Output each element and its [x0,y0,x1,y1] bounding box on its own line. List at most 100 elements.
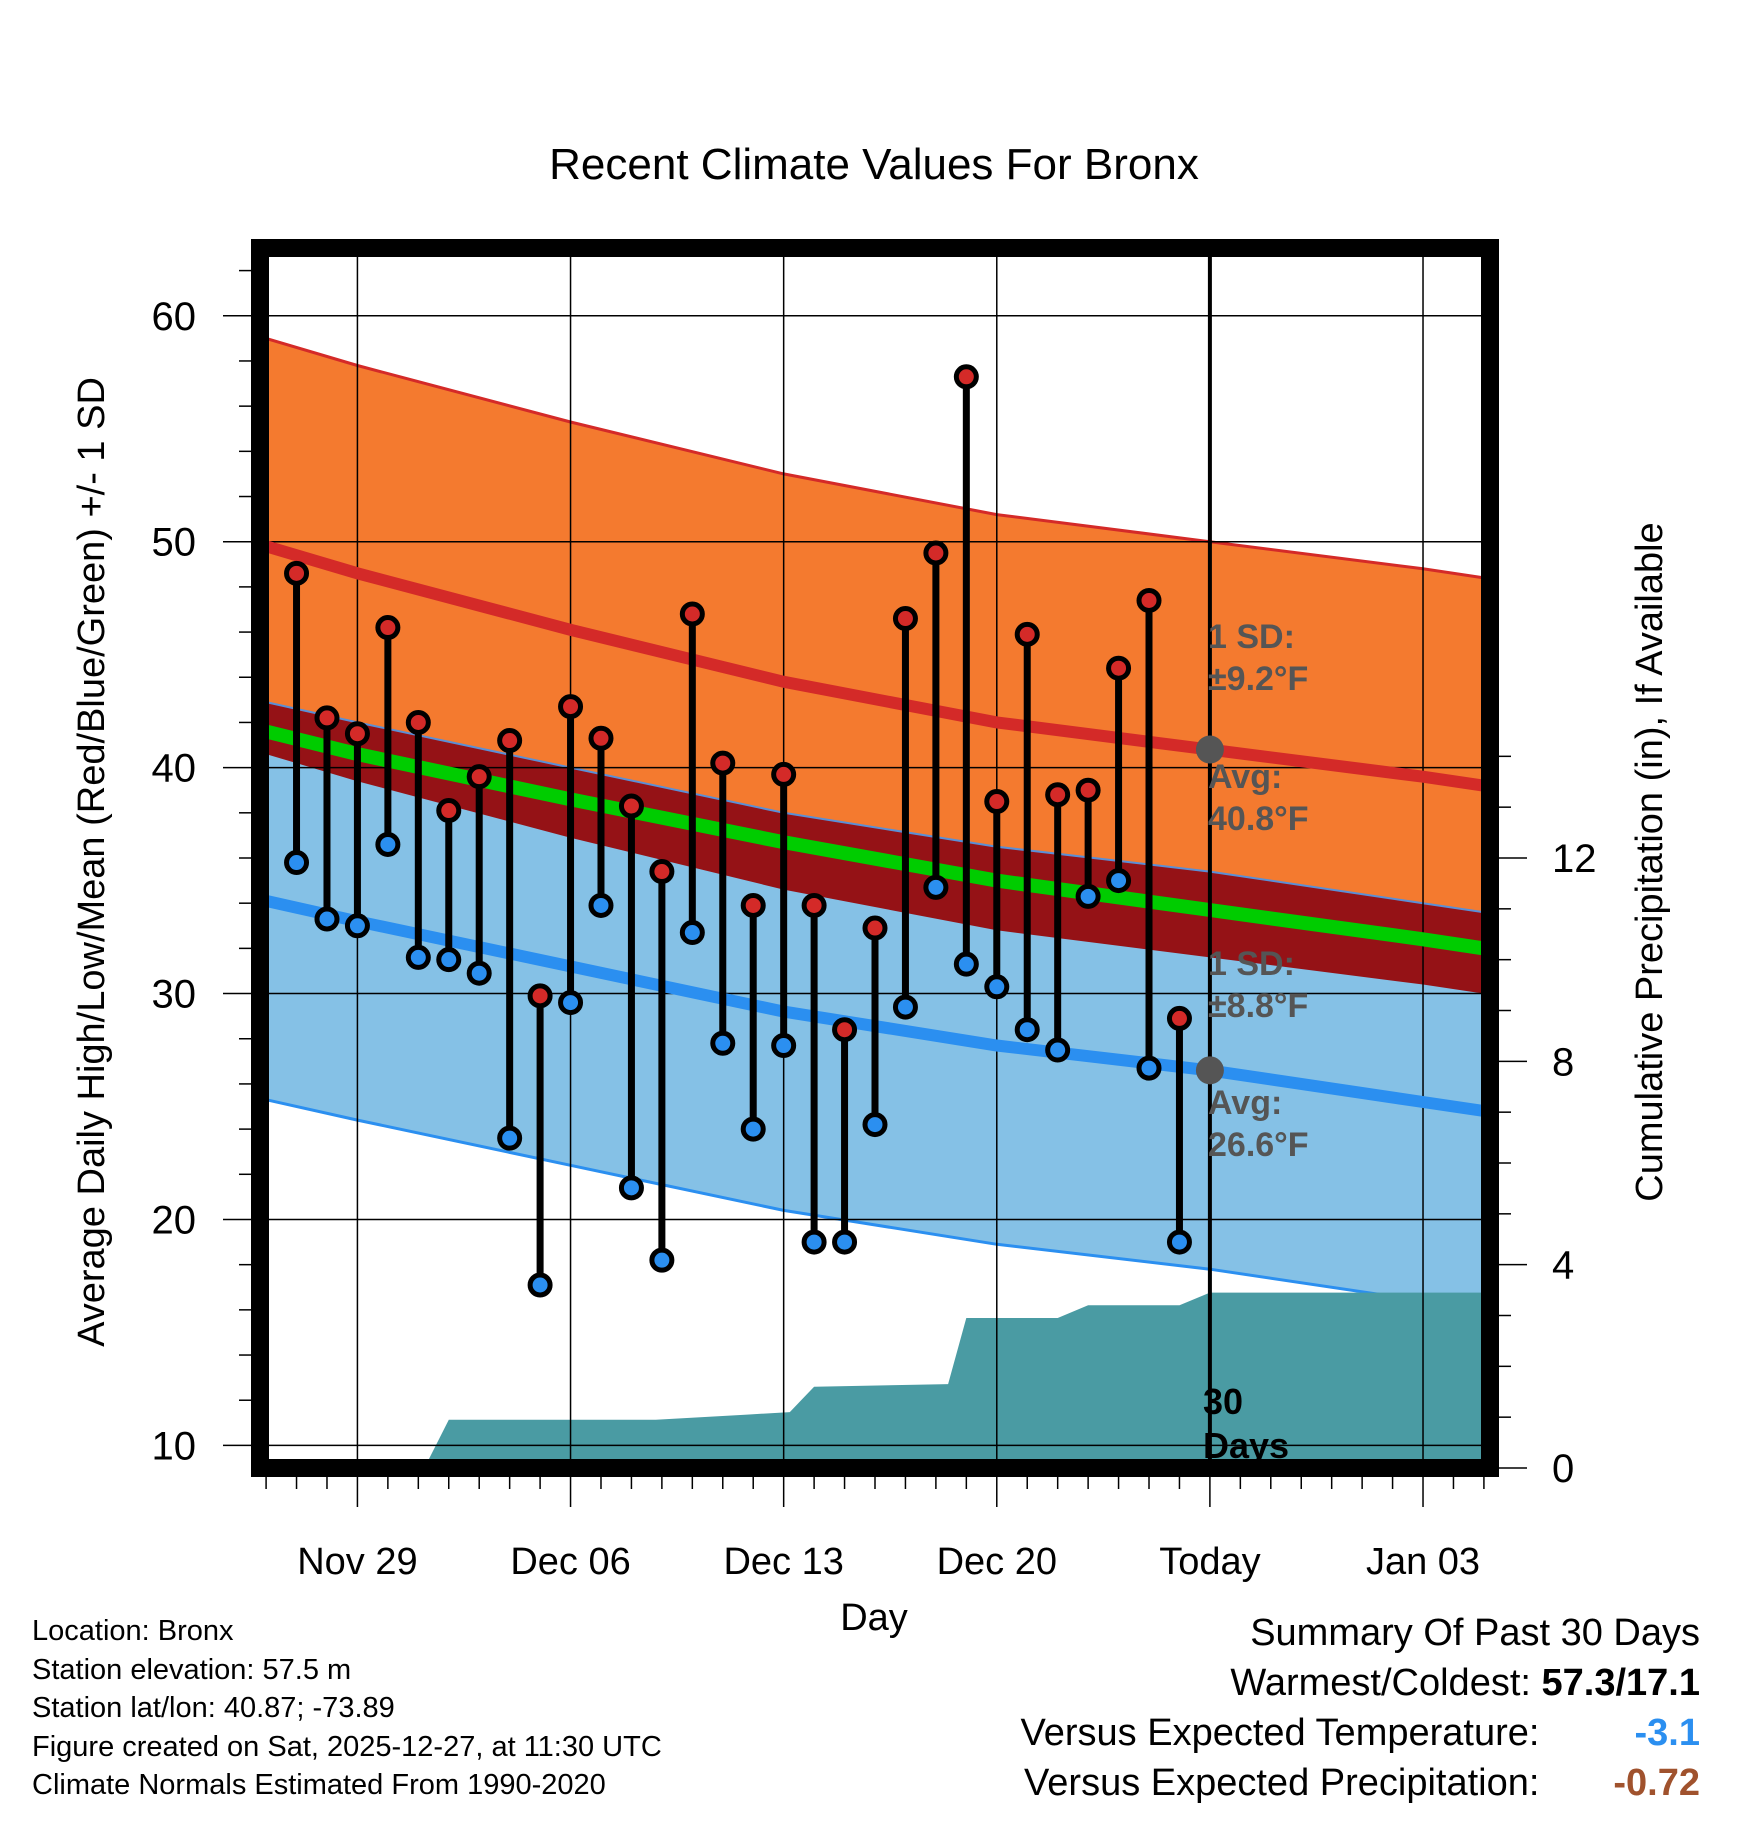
warmest-coldest-row: Warmest/Coldest: 57.3/17.1 [1021,1658,1700,1708]
plot-frame [251,239,1499,1477]
precipitation-area [424,1292,1490,1468]
daily-high-point [1045,782,1071,808]
days-count: 30 [1203,1381,1243,1422]
daily-low-point [1136,1055,1162,1081]
axes: 10 20 30 40 50 60 0 4 8 12 Nov 29 Dec 06 Dec 13 Dec 2… [152,269,1597,1583]
y2-axis-label: Cumulative Precipitation (in), If Availa… [1629,522,1671,1201]
daily-high-point [892,606,918,632]
daily-low-point [466,960,492,986]
daily-low-point [1166,1229,1192,1255]
y-tick-label: 60 [152,295,197,339]
low-sd-value: ±8.8°F [1208,987,1308,1025]
daily-high-point [953,364,979,390]
daily-high-point [527,983,553,1009]
daily-high-point [497,728,523,754]
low-avg-value: 26.6°F [1208,1126,1309,1164]
daily-low-point [1014,1017,1040,1043]
daily-low-point [1045,1037,1071,1063]
daily-high-point [618,793,644,819]
daily-high-point [832,1017,858,1043]
location-text: Location: Bronx [32,1615,234,1647]
high-avg-label: Avg: [1208,758,1282,796]
x-tick-label: Dec 06 [510,1541,630,1583]
chart-title: Recent Climate Values For Bronx [549,140,1199,189]
daily-high-point [771,761,797,787]
low-normal-line [264,895,1485,1117]
warmest-coldest-value: 57.3/17.1 [1541,1662,1700,1704]
daily-low-point [344,913,370,939]
daily-low-point [405,944,431,970]
daily-low-point [892,994,918,1020]
daily-high-point [284,560,310,586]
daily-high-point [679,601,705,627]
daily-low-point [649,1247,675,1273]
y-axis-label: Average Daily High/Low/Mean (Red/Blue/Gr… [71,377,113,1347]
daily-low-point [1075,883,1101,909]
daily-low-point [436,947,462,973]
y-tick-label: 50 [152,521,197,565]
mean-normal-line [264,724,1485,956]
daily-high-point [1166,1005,1192,1031]
daily-low-point [558,990,584,1016]
summary-panel: Summary Of Past 30 Days Warmest/Coldest:… [1021,1608,1700,1808]
low-band-upper-edge [265,701,1485,914]
daily-high-point [375,615,401,641]
daily-low-point [527,1272,553,1298]
y-tick-label: 30 [152,973,197,1017]
daily-low-point [862,1112,888,1138]
annotations: 1 SD: ±9.2°F Avg: 40.8°F 1 SD: ±8.8°F Av… [1203,618,1309,1466]
temp-value: -3.1 [1634,1712,1700,1754]
x-tick-label: Today [1159,1541,1260,1583]
daily-low-point [284,850,310,876]
high-normal-line [264,540,1485,792]
daily-high-point [344,721,370,747]
y2-tick-label: 12 [1552,837,1597,881]
daily-low-point [771,1033,797,1059]
daily-high-point [588,725,614,751]
summary-title: Summary Of Past 30 Days [1250,1612,1700,1654]
daily-low-point [984,974,1010,1000]
daily-low-point [375,831,401,857]
high-sd-label: 1 SD: [1208,618,1295,656]
station-info: Location: Bronx Station elevation: 57.5 … [32,1612,662,1805]
daily-high-point [558,694,584,720]
daily-low-point [801,1229,827,1255]
daily-high-point [649,859,675,885]
precip-row: Versus Expected Precipitation: -0.72 [1021,1758,1700,1808]
warmest-coldest-label: Warmest/Coldest: [1230,1662,1531,1704]
daily-high-point [801,892,827,918]
daily-high-point [740,892,766,918]
daily-low-point [710,1030,736,1056]
daily-low-point [588,892,614,918]
precip-label: Versus Expected Precipitation: [1024,1762,1540,1804]
x-tick-label: Nov 29 [297,1541,417,1583]
temp-label: Versus Expected Temperature: [1020,1712,1540,1754]
high-sd-value: ±9.2°F [1208,660,1308,698]
created-text: Figure created on Sat, 2025-12-27, at 11… [32,1730,662,1763]
low-avg-label: Avg: [1208,1084,1282,1122]
daily-high-point [1136,587,1162,613]
low-avg-marker [1195,1056,1224,1085]
high-avg-value: 40.8°F [1208,800,1309,838]
daily-low-point [953,951,979,977]
daily-high-point [862,915,888,941]
daily-high-point [1014,621,1040,647]
latlon-text: Station lat/lon: 40.87; -73.89 [32,1692,395,1724]
y2-tick-label: 8 [1552,1040,1574,1084]
x-tick-label: Dec 20 [937,1541,1057,1583]
daily-high-point [1106,655,1132,681]
daily-high-point [405,709,431,735]
y2-tick-label: 4 [1552,1244,1574,1288]
x-tick-label: Jan 03 [1366,1541,1480,1583]
plot-area [260,248,1490,1468]
elevation-text: Station elevation: 57.5 m [32,1653,352,1686]
daily-high-point [466,764,492,790]
daily-high-point [314,705,340,731]
high-band-upper-edge [265,336,1485,580]
x-tick-label: Dec 13 [723,1541,843,1583]
normals-text: Climate Normals Estimated From 1990-2020 [32,1769,606,1801]
y2-tick-label: 0 [1552,1447,1574,1491]
daily-low-point [618,1175,644,1201]
daily-low-point [832,1229,858,1255]
